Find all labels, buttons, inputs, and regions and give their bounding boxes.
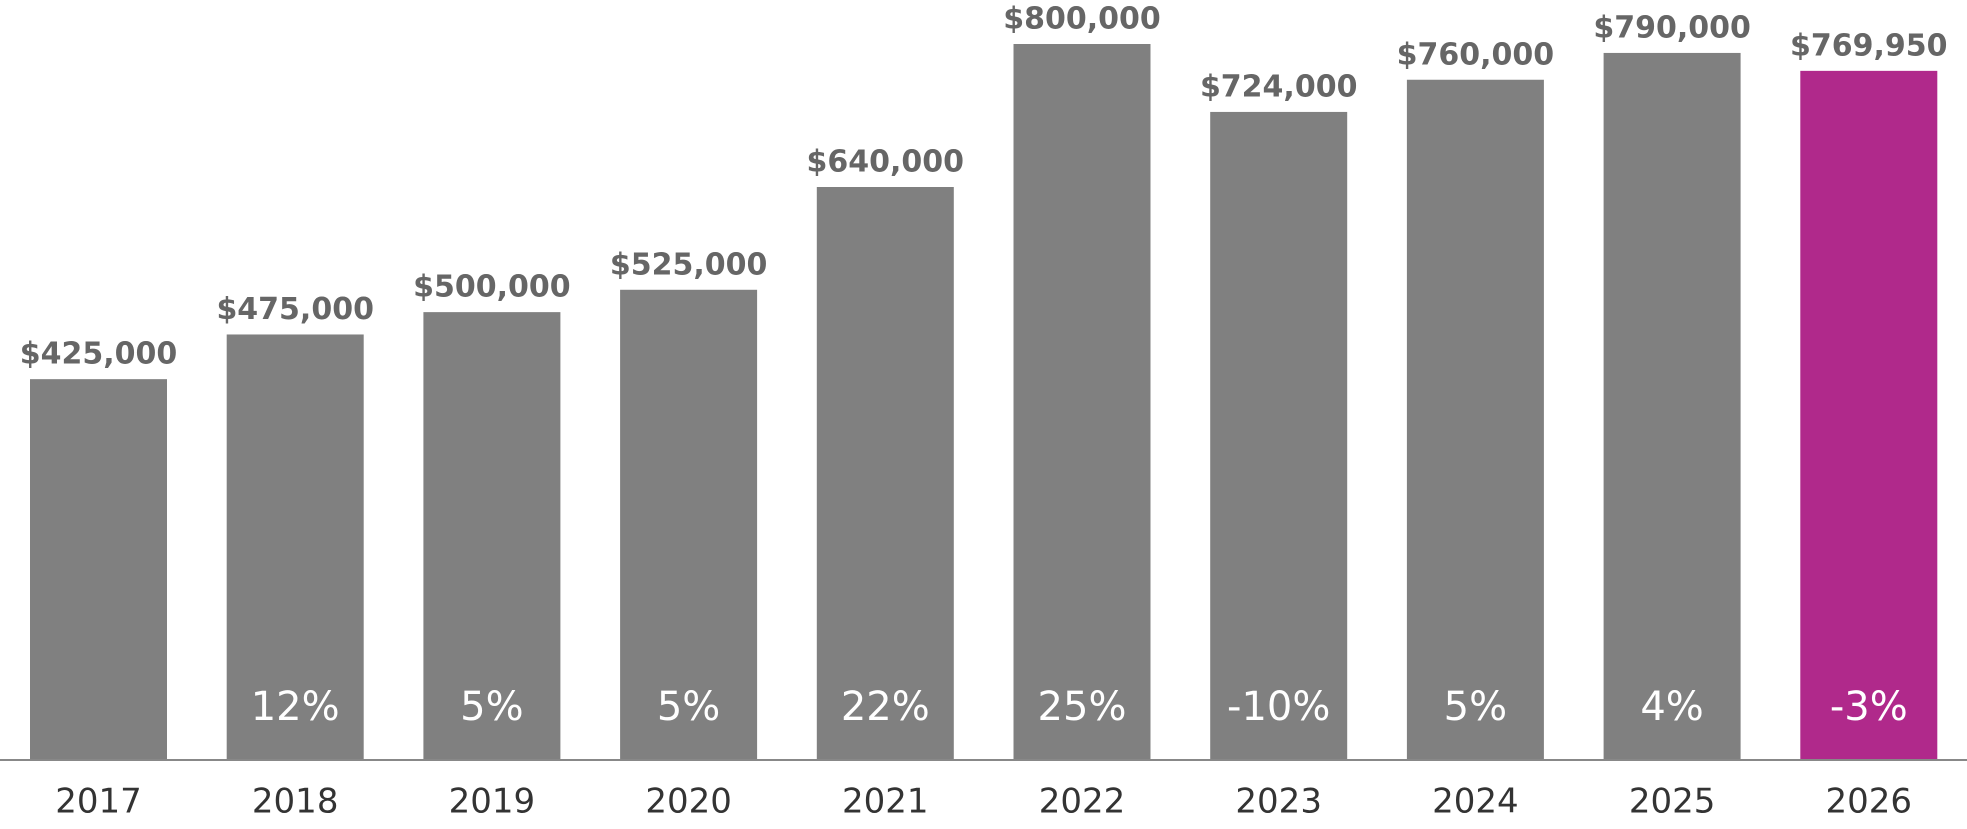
change-label: -10%	[1227, 684, 1330, 730]
value-label: $425,000	[20, 337, 178, 372]
value-label: $800,000	[1003, 2, 1161, 37]
bar	[1013, 44, 1151, 759]
bar	[423, 312, 561, 759]
change-label: 4%	[1640, 684, 1703, 730]
value-label: $475,000	[216, 292, 374, 327]
bar	[226, 334, 364, 759]
bar	[816, 187, 954, 759]
x-tick-label: 2019	[449, 782, 536, 822]
bar	[1603, 52, 1741, 759]
bar	[30, 379, 167, 759]
x-tick-label: 2026	[1826, 782, 1913, 822]
change-label: 5%	[460, 684, 523, 730]
change-label: 25%	[1038, 684, 1127, 730]
x-tick-label: 2024	[1432, 782, 1519, 822]
value-label: $724,000	[1200, 69, 1358, 104]
bar	[1800, 70, 1938, 760]
change-label: 22%	[841, 684, 930, 730]
change-label: 5%	[1444, 684, 1507, 730]
bar	[620, 289, 758, 759]
x-tick-label: 2018	[252, 782, 339, 822]
value-label: $790,000	[1593, 10, 1751, 45]
bar	[1210, 111, 1348, 760]
value-label: $760,000	[1397, 37, 1555, 72]
x-tick-label: 2025	[1629, 782, 1716, 822]
x-tick-label: 2021	[842, 782, 929, 822]
change-label: 12%	[251, 684, 340, 730]
x-tick-label: 2020	[645, 782, 732, 822]
x-tick-label: 2023	[1235, 782, 1322, 822]
value-label: $525,000	[610, 247, 768, 282]
value-label: $769,950	[1790, 28, 1948, 63]
bar	[1406, 79, 1544, 759]
value-label: $640,000	[807, 145, 965, 180]
change-label: -3%	[1830, 684, 1908, 730]
x-tick-label: 2022	[1039, 782, 1126, 822]
x-tick-label: 2017	[55, 782, 142, 822]
change-label: 5%	[657, 684, 720, 730]
value-label: $500,000	[413, 270, 571, 305]
